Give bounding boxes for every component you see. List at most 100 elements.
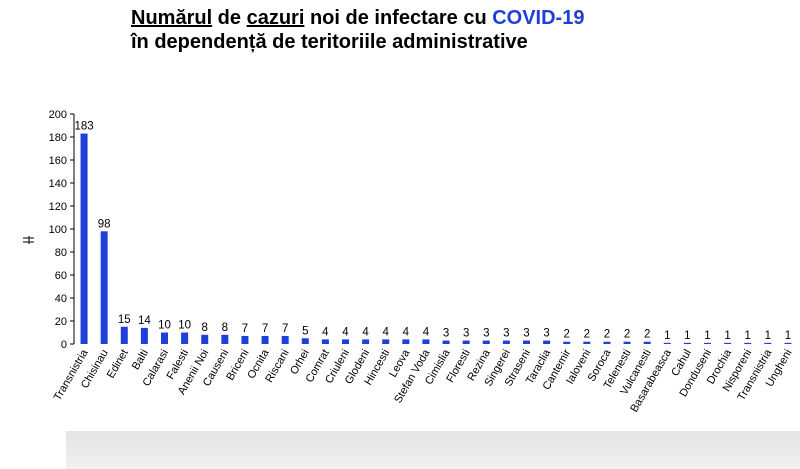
bars-group bbox=[80, 133, 792, 344]
bar bbox=[161, 332, 168, 344]
data-label: 3 bbox=[543, 328, 549, 340]
y-tick-label: 100 bbox=[49, 224, 67, 236]
data-label: 1 bbox=[745, 330, 751, 342]
data-label: 14 bbox=[138, 315, 151, 327]
bar bbox=[643, 341, 651, 344]
bar bbox=[120, 326, 128, 344]
y-tick-label: 80 bbox=[55, 247, 67, 259]
data-label: 7 bbox=[282, 323, 288, 335]
y-axis: 0 20 40 60 80 100 120 140 160 180 200 bbox=[49, 109, 75, 351]
data-label: 3 bbox=[523, 328, 529, 340]
slide-bottom-area bbox=[0, 431, 800, 469]
bar bbox=[623, 341, 631, 344]
bar bbox=[663, 342, 671, 344]
bar bbox=[422, 339, 430, 344]
title-text-de: de bbox=[212, 7, 247, 29]
data-label: 2 bbox=[604, 329, 610, 341]
data-label: 1 bbox=[664, 330, 670, 342]
data-label: 3 bbox=[463, 328, 469, 340]
bar bbox=[382, 339, 390, 344]
data-label: 1 bbox=[684, 330, 690, 342]
data-label: 1 bbox=[704, 330, 710, 342]
bar bbox=[462, 340, 470, 344]
y-tick-label: 180 bbox=[49, 132, 67, 144]
title-line-1: Numărul de cazuri noi de infectare cu CO… bbox=[131, 6, 584, 30]
bar bbox=[281, 335, 289, 344]
bar bbox=[140, 327, 148, 344]
bar bbox=[80, 133, 88, 344]
y-tick-label: 160 bbox=[49, 155, 67, 167]
slide-canvas bbox=[0, 0, 800, 431]
data-label: 10 bbox=[178, 320, 191, 332]
bar bbox=[342, 339, 349, 344]
bar bbox=[563, 341, 571, 344]
corner-panel bbox=[0, 431, 66, 469]
y-tick-label: 60 bbox=[55, 270, 67, 282]
title-highlight-covid: COVID-19 bbox=[492, 7, 585, 29]
bar bbox=[402, 339, 410, 344]
bar bbox=[482, 340, 490, 344]
bar bbox=[301, 338, 309, 344]
y-tick-label: 0 bbox=[61, 339, 67, 351]
y-tick-label: 140 bbox=[49, 178, 67, 190]
bar bbox=[724, 342, 732, 344]
data-label: 4 bbox=[362, 326, 369, 338]
data-label: 4 bbox=[423, 326, 430, 338]
title-word-cazuri: cazuri bbox=[246, 7, 305, 29]
bar bbox=[764, 342, 772, 344]
data-label: 10 bbox=[158, 320, 171, 332]
bar bbox=[784, 342, 792, 344]
data-label: 2 bbox=[624, 329, 630, 341]
bar bbox=[683, 342, 691, 344]
data-label: 2 bbox=[564, 329, 570, 341]
bar bbox=[523, 340, 530, 344]
bar bbox=[744, 342, 752, 344]
data-label: 3 bbox=[483, 328, 489, 340]
bar bbox=[442, 340, 450, 344]
data-label: 8 bbox=[202, 322, 208, 334]
data-label: 7 bbox=[242, 323, 248, 335]
bar bbox=[201, 334, 209, 344]
bar bbox=[583, 341, 591, 344]
y-tick-label: 20 bbox=[55, 316, 67, 328]
y-axis-marker bbox=[23, 236, 34, 244]
data-label: 3 bbox=[443, 328, 449, 340]
data-label: 2 bbox=[644, 329, 650, 341]
bar bbox=[502, 340, 510, 344]
data-label: 5 bbox=[302, 325, 308, 337]
data-label: 8 bbox=[222, 322, 228, 334]
bar bbox=[100, 231, 108, 344]
y-tick-label: 200 bbox=[49, 109, 67, 121]
title-line-2: în dependență de teritoriile administrat… bbox=[131, 31, 528, 53]
data-label: 98 bbox=[98, 218, 111, 230]
title-word-numarul: Numărul bbox=[131, 7, 213, 29]
bar bbox=[261, 335, 269, 344]
data-labels-group: 183 98 15 14 10 10 8 8 7 7 7 5 4 4 4 4 4 4 3 3 3 3 3 3 2 2 2 2 2 1 1 1 1… bbox=[74, 121, 791, 342]
data-label: 1 bbox=[765, 330, 771, 342]
data-label: 2 bbox=[584, 329, 590, 341]
data-label: 183 bbox=[74, 121, 93, 133]
bar bbox=[181, 332, 189, 344]
bar bbox=[543, 340, 551, 344]
data-label: 4 bbox=[322, 326, 329, 338]
chart-title: Numărul de cazuri noi de infectare cu CO… bbox=[131, 6, 584, 54]
y-tick-label: 40 bbox=[55, 293, 67, 305]
bar bbox=[241, 335, 249, 344]
data-label: 7 bbox=[262, 323, 268, 335]
y-tick-label: 120 bbox=[49, 201, 67, 213]
data-label: 4 bbox=[383, 326, 390, 338]
bar bbox=[321, 339, 329, 344]
data-label: 4 bbox=[342, 326, 349, 338]
data-label: 15 bbox=[118, 314, 131, 326]
data-label: 3 bbox=[503, 328, 509, 340]
bar bbox=[603, 341, 611, 344]
data-label: 1 bbox=[785, 330, 791, 342]
title-text-mid: noi de infectare cu bbox=[304, 7, 493, 29]
data-label: 1 bbox=[724, 330, 730, 342]
data-label: 4 bbox=[403, 326, 410, 338]
bar bbox=[221, 334, 229, 344]
bar bbox=[704, 342, 711, 344]
bar bbox=[362, 339, 370, 344]
